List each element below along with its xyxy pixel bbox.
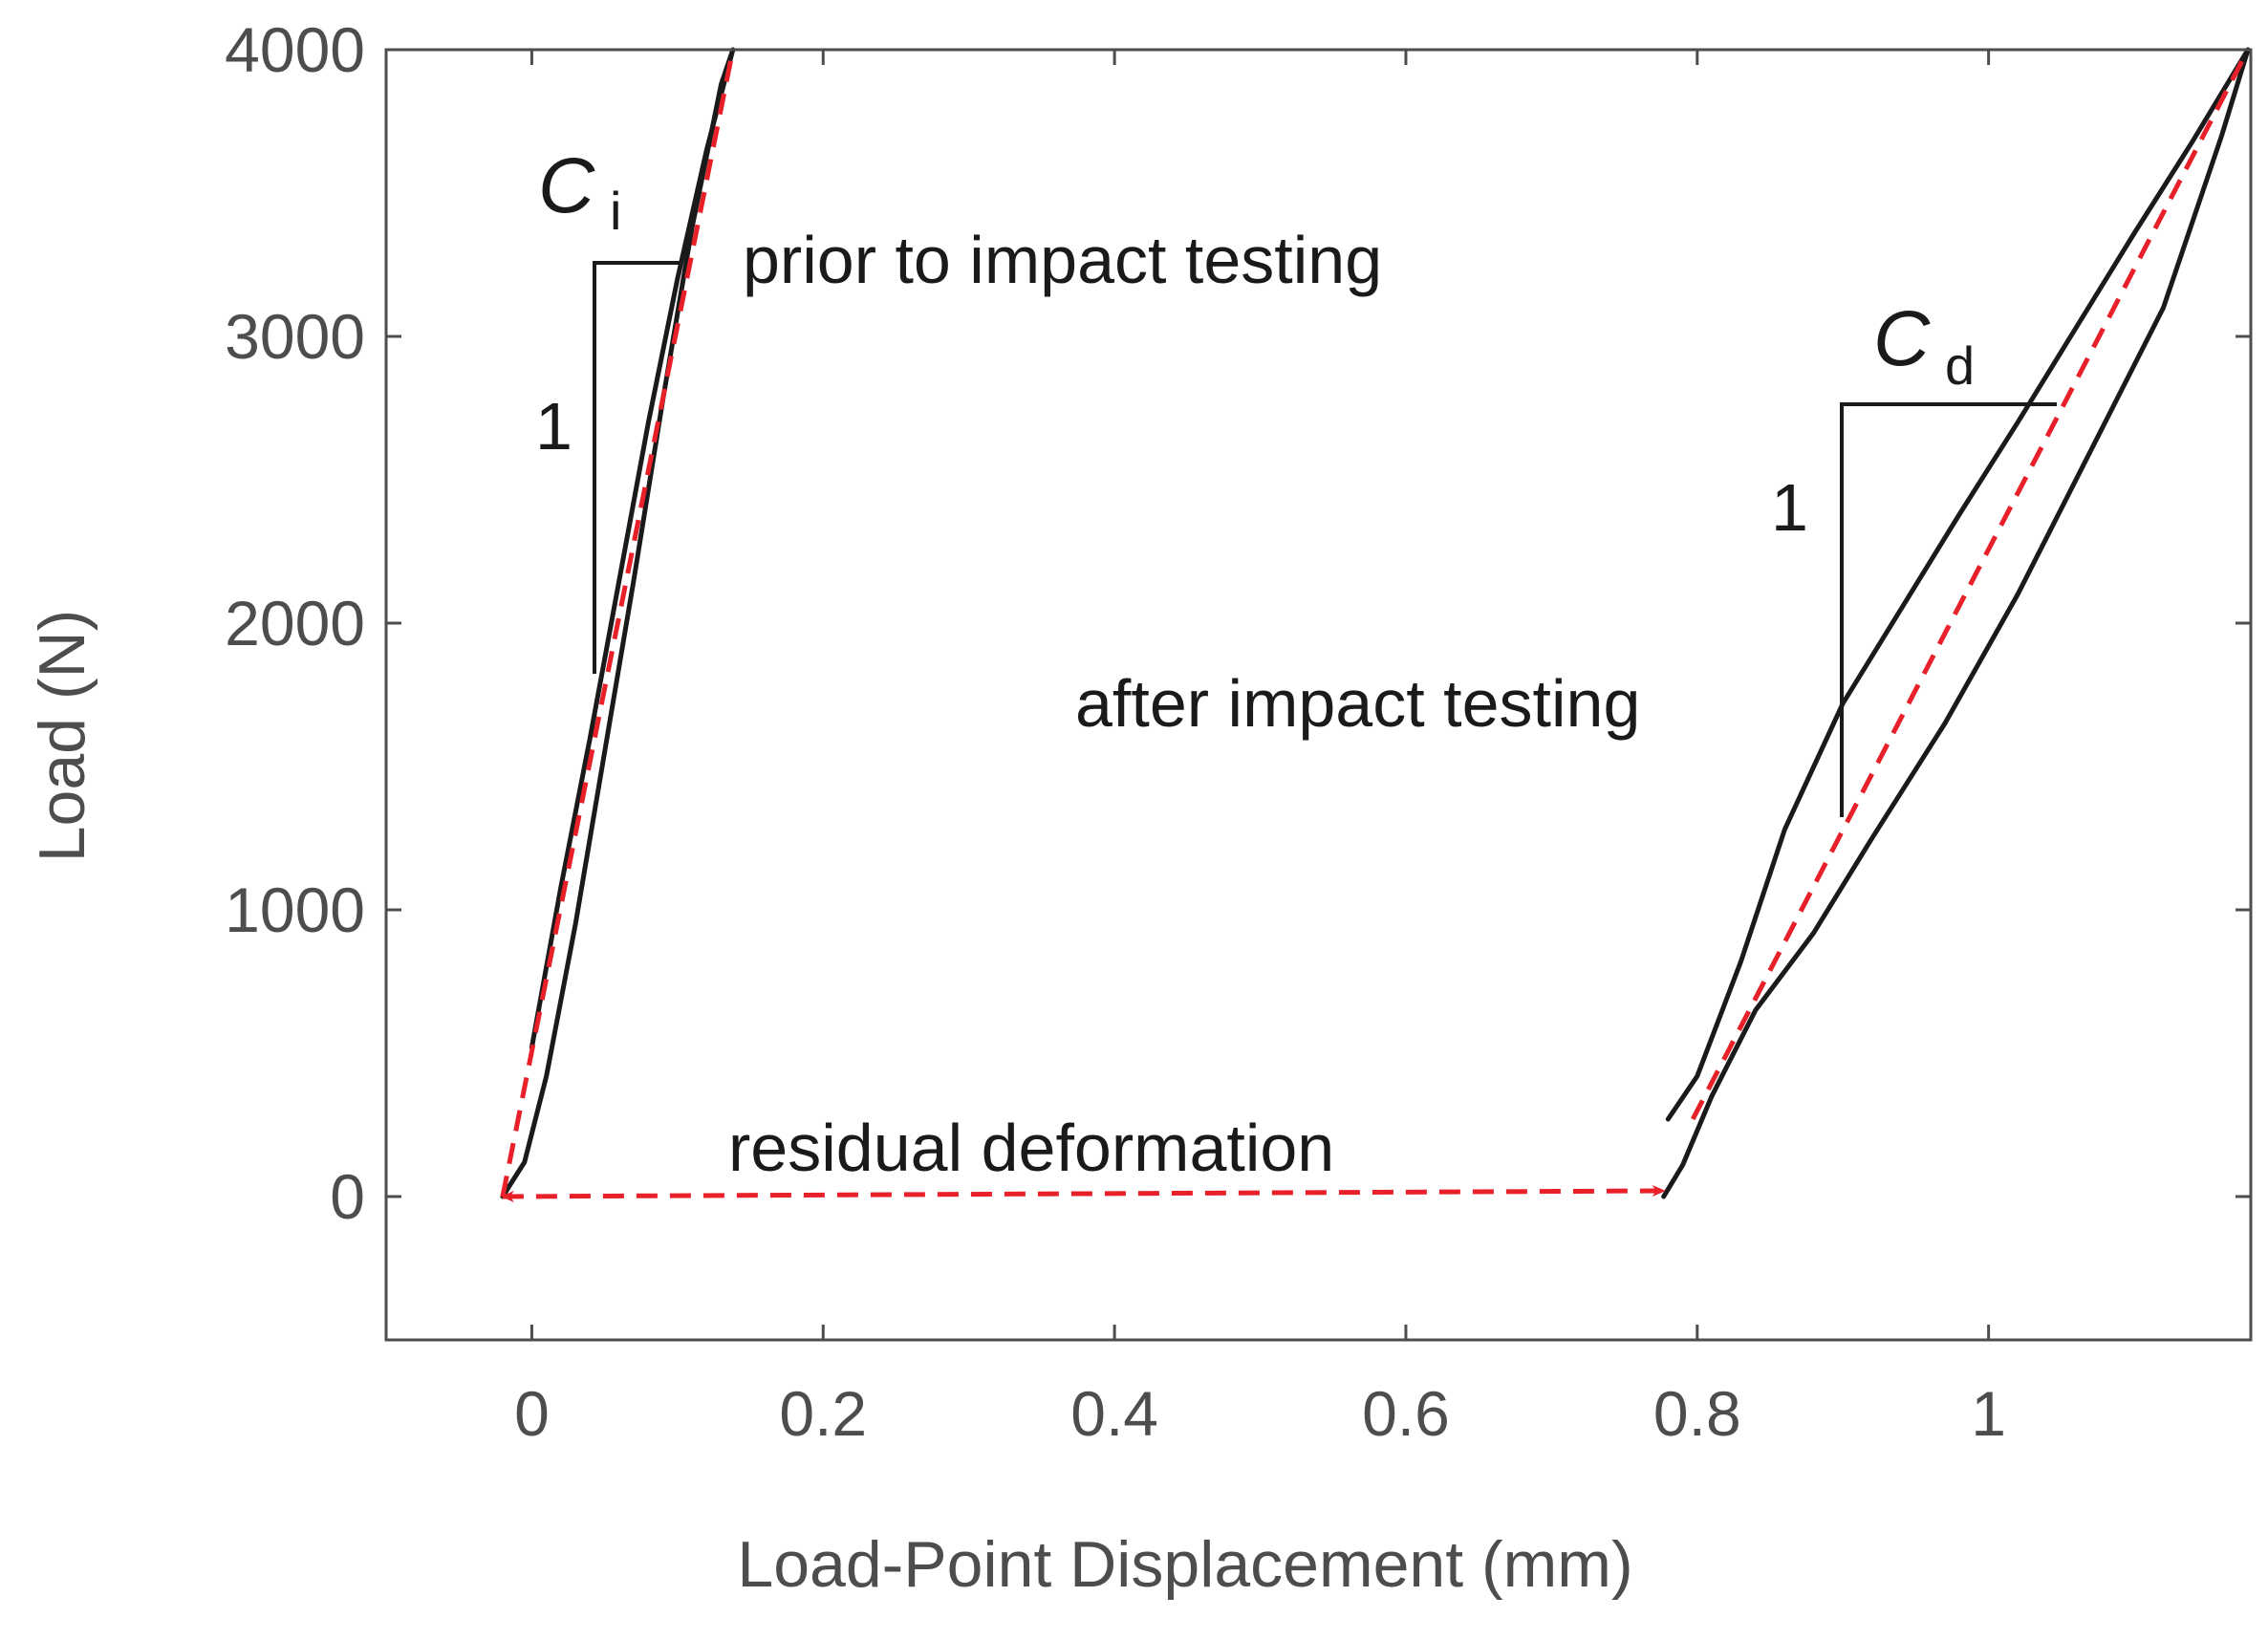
series-line: [529, 47, 736, 1050]
series-line: [1661, 47, 2251, 1199]
cd-slope-triangle: [1840, 402, 2057, 817]
axes-box: [384, 48, 2253, 1342]
fit-line: [1690, 48, 2251, 1121]
y-tick-label: 1000: [225, 874, 365, 945]
residual-label: residual deformation: [728, 1111, 1334, 1185]
y-tick-label: 2000: [225, 588, 365, 658]
x-tick-label: 0.4: [1070, 1378, 1158, 1449]
x-axis-title: Load-Point Displacement (mm): [737, 1528, 1632, 1601]
ci-symbol: C: [538, 142, 595, 229]
x-tick-label: 0.8: [1653, 1378, 1741, 1449]
ci-subscript: i: [610, 181, 621, 241]
y-tick-label: 0: [330, 1161, 365, 1232]
after-label: after impact testing: [1075, 666, 1640, 741]
x-tick-label: 0: [514, 1378, 550, 1449]
ci-slope-triangle: [593, 261, 680, 674]
cd-subscript: d: [1945, 335, 1975, 396]
ci-one: 1: [535, 389, 572, 464]
fit-line: [500, 49, 736, 1198]
x-tick-label: 1: [1971, 1378, 2006, 1449]
cd-symbol: C: [1873, 295, 1931, 382]
residual-deformation-arrow: [500, 1185, 1666, 1202]
cd-one: 1: [1771, 470, 1808, 545]
y-tick-label: 4000: [225, 14, 365, 85]
x-tick-label: 0.6: [1362, 1378, 1450, 1449]
y-axis-title: Load (N): [26, 610, 98, 863]
series-line: [1665, 47, 2251, 1122]
y-tick-label: 3000: [225, 301, 365, 372]
y-ticks: 0 1000 2000 3000 4000: [225, 14, 2251, 1232]
prior-label: prior to impact testing: [743, 223, 1382, 297]
x-tick-label: 0.2: [779, 1378, 867, 1449]
plot-area: [500, 47, 2251, 1202]
x-ticks: 0 0.2 0.4 0.6 0.8 1: [514, 50, 2006, 1449]
